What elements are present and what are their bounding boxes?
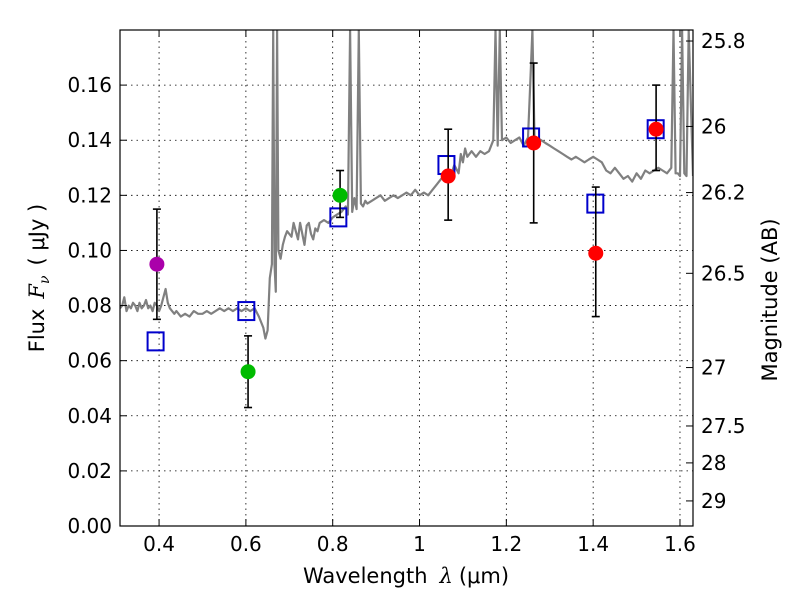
y-tick-label: 0.08 bbox=[67, 294, 112, 318]
plot-frame bbox=[119, 29, 694, 527]
x-tick-label: 1.2 bbox=[490, 532, 522, 556]
x-tick-label: 1 bbox=[413, 532, 426, 556]
photometry-point bbox=[648, 121, 664, 137]
spectrum-line bbox=[120, 30, 693, 340]
y2-tick-label: 27.5 bbox=[701, 414, 746, 438]
model-flux-box bbox=[146, 331, 165, 352]
y-axis-label: FluxFν( μJy ) bbox=[25, 204, 53, 352]
x-axis-label: Wavelength λ (μm) bbox=[303, 564, 509, 588]
photometry-point bbox=[332, 187, 348, 203]
photometry-point bbox=[240, 364, 256, 380]
points-layer bbox=[146, 62, 665, 409]
plot-background bbox=[120, 30, 693, 526]
y2-tick-label: 26.5 bbox=[701, 261, 746, 285]
x-tick-label: 1.4 bbox=[577, 532, 609, 556]
y-tick-label: 0.00 bbox=[67, 514, 112, 538]
model-flux-box bbox=[237, 301, 256, 322]
photometry-point bbox=[149, 256, 165, 272]
y2-tick-label: 26 bbox=[701, 114, 726, 138]
photometry-point bbox=[588, 245, 604, 261]
x-tick-label: 1.6 bbox=[664, 532, 696, 556]
y2-tick-label: 27 bbox=[701, 356, 726, 380]
y-tick-label: 0.16 bbox=[67, 73, 112, 97]
y2-tick-label: 26.2 bbox=[701, 181, 746, 205]
spectrum-layer bbox=[120, 30, 693, 340]
model-flux-box bbox=[329, 207, 348, 228]
x-tick-label: 0.8 bbox=[317, 532, 349, 556]
y-tick-label: 0.14 bbox=[67, 128, 112, 152]
y2-axis-label: Magnitude (AB) bbox=[758, 218, 782, 381]
y-tick-label: 0.12 bbox=[67, 183, 112, 207]
y2-tick-label: 25.8 bbox=[701, 29, 746, 53]
ticks: 0.4 0.6 0.8 1 1.2 1.4 1.6 0.00 0.02 0.04 0.06 0.08 0… bbox=[67, 29, 745, 556]
y-tick-label: 0.04 bbox=[67, 404, 112, 428]
y-tick-label: 0.02 bbox=[67, 459, 112, 483]
y2-tick-label: 28 bbox=[701, 451, 726, 475]
grid bbox=[120, 30, 693, 527]
y-tick-label: 0.10 bbox=[67, 238, 112, 262]
photometry-point bbox=[440, 168, 456, 184]
y2-tick-label: 29 bbox=[701, 489, 726, 513]
x-tick-label: 0.4 bbox=[143, 532, 175, 556]
x-tick-label: 0.6 bbox=[230, 532, 262, 556]
photometry-point bbox=[526, 135, 542, 151]
y-tick-label: 0.06 bbox=[67, 349, 112, 373]
